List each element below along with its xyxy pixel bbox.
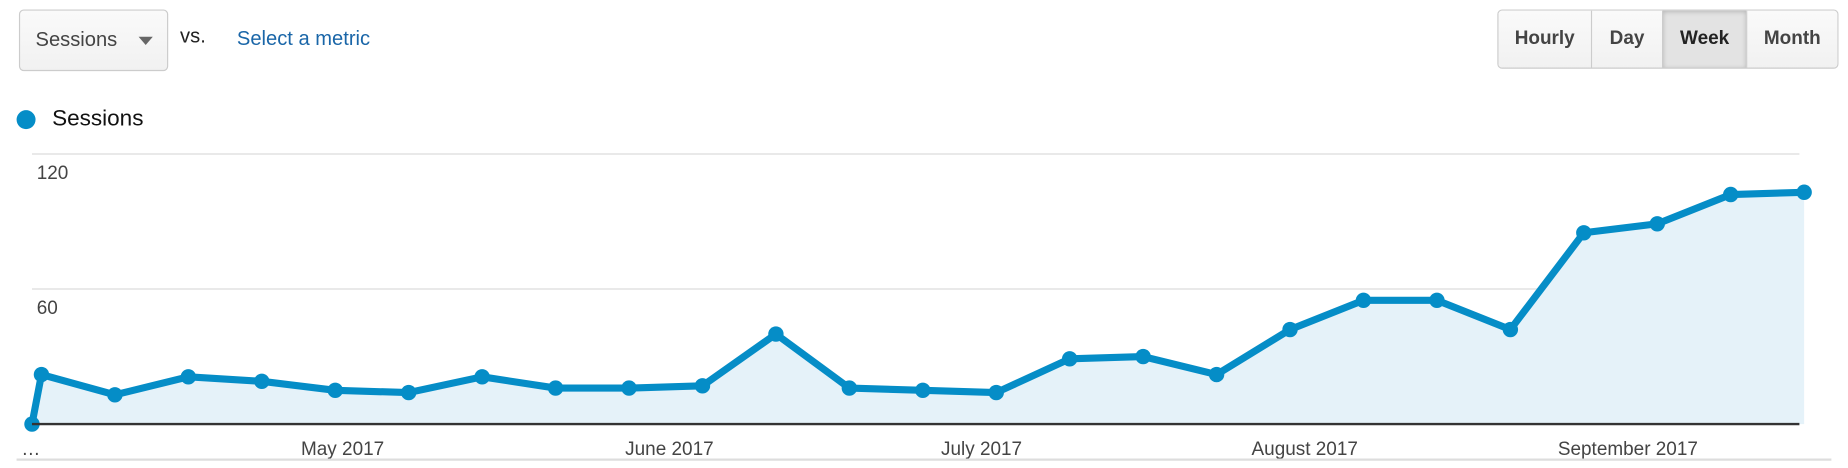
data-point bbox=[107, 387, 123, 403]
series-line bbox=[28, 188, 1805, 425]
data-point bbox=[1282, 321, 1298, 338]
granularity-week-button[interactable]: Week bbox=[1661, 10, 1747, 68]
data-point bbox=[1429, 292, 1445, 308]
data-point bbox=[694, 378, 711, 394]
data-point bbox=[180, 369, 197, 385]
data-point bbox=[400, 384, 417, 401]
select-metric-link[interactable]: Select a metric bbox=[236, 27, 371, 50]
legend-dot-icon bbox=[16, 110, 36, 130]
data-point bbox=[841, 380, 858, 396]
data-point bbox=[254, 373, 270, 390]
x-tick-label: September 2017 bbox=[1558, 439, 1698, 460]
data-point bbox=[988, 384, 1004, 401]
data-point bbox=[1649, 216, 1665, 232]
data-point bbox=[915, 382, 931, 399]
y-tick-label: 120 bbox=[37, 163, 69, 184]
vs-label: vs. bbox=[180, 24, 206, 48]
data-point bbox=[327, 382, 343, 399]
y-tick-label: 60 bbox=[37, 298, 58, 319]
series-area bbox=[31, 192, 1805, 425]
data-point bbox=[1502, 321, 1519, 338]
data-point bbox=[1723, 186, 1739, 203]
legend-label: Sessions bbox=[52, 106, 144, 132]
granularity-month-button[interactable]: Month bbox=[1746, 10, 1838, 68]
chevron-down-icon bbox=[138, 36, 153, 46]
data-point bbox=[1061, 351, 1078, 367]
granularity-hourly-button[interactable]: Hourly bbox=[1498, 10, 1591, 68]
data-point bbox=[1208, 366, 1225, 383]
x-tick-label: June 2017 bbox=[625, 439, 713, 460]
data-point bbox=[474, 369, 490, 385]
data-point bbox=[621, 380, 637, 396]
data-point bbox=[768, 326, 784, 342]
x-tick-label: July 2017 bbox=[941, 439, 1022, 460]
data-point bbox=[1135, 348, 1151, 365]
data-point bbox=[1355, 292, 1372, 308]
metric-select[interactable]: Sessions bbox=[18, 9, 169, 72]
data-point bbox=[1576, 225, 1592, 241]
data-point bbox=[33, 366, 50, 383]
x-tick-label: … bbox=[21, 439, 40, 460]
x-tick-label: August 2017 bbox=[1252, 439, 1358, 460]
data-point bbox=[547, 380, 564, 396]
granularity-toggle: Hourly Day Week Month bbox=[1497, 9, 1839, 69]
legend: Sessions bbox=[16, 106, 144, 133]
metric-select-value: Sessions bbox=[35, 28, 118, 51]
x-tick-label: May 2017 bbox=[301, 439, 384, 460]
data-point bbox=[1796, 184, 1812, 200]
granularity-day-button[interactable]: Day bbox=[1590, 10, 1662, 68]
